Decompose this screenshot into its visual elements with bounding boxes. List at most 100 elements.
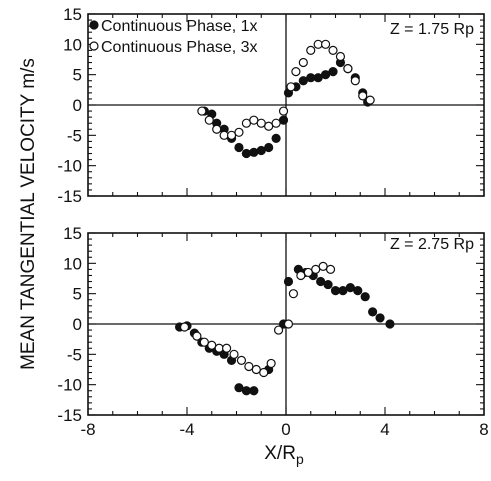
- data-point-3x: [192, 331, 202, 341]
- y-tick-label: 5: [73, 285, 82, 304]
- data-point-3x: [251, 364, 261, 375]
- data-point-1x: [278, 115, 289, 125]
- y-axis-title: MEAN TANGENTIAL VELOCITY m/s: [18, 58, 39, 370]
- data-point-3x: [291, 67, 301, 77]
- data-point-1x: [345, 283, 355, 293]
- data-point-1x: [241, 386, 251, 396]
- points-top: [197, 39, 375, 159]
- data-point-3x: [335, 51, 346, 62]
- data-point-3x: [328, 45, 338, 56]
- data-point-3x: [214, 343, 224, 353]
- x-axis-title-main: X/R: [264, 443, 296, 464]
- data-point-3x: [241, 118, 251, 128]
- x-tick-label: 8: [479, 420, 488, 439]
- data-point-3x: [325, 264, 336, 274]
- legend-label-3x: Continuous Phase, 3x: [101, 39, 258, 56]
- legend-marker-open: [89, 41, 99, 51]
- y-tick-label: -15: [57, 187, 82, 206]
- data-point-3x: [343, 63, 353, 74]
- x-tick-label: 4: [380, 420, 389, 439]
- panel-top: -15 -10 -5 0 5 10 15 Z = 1.75 Rp Continuous Ph…: [57, 5, 485, 206]
- data-point-3x: [365, 95, 375, 105]
- y-tick-label: -15: [57, 406, 82, 425]
- data-point-1x: [375, 313, 385, 323]
- y-tick-label: 0: [73, 315, 82, 334]
- data-point-3x: [311, 264, 321, 274]
- data-point-3x: [236, 355, 247, 365]
- x-axis-title-subscript: p: [296, 451, 304, 467]
- data-point-1x: [298, 76, 308, 86]
- data-point-1x: [330, 286, 341, 296]
- data-point-3x: [207, 340, 217, 350]
- y-tick-label: -5: [67, 126, 82, 145]
- y-tick-label: 15: [63, 224, 82, 243]
- x-tick-label: -4: [179, 420, 194, 439]
- data-point-3x: [256, 118, 266, 128]
- y-tick-label: -5: [67, 345, 82, 364]
- panel-annotation-bottom: Z = 2.75 Rp: [390, 236, 474, 253]
- x-tick-label: -8: [80, 420, 95, 439]
- data-point-3x: [249, 115, 259, 125]
- data-point-1x: [313, 73, 323, 83]
- data-point-3x: [226, 130, 237, 140]
- data-point-1x: [234, 383, 244, 393]
- data-point-1x: [368, 307, 378, 317]
- panel-annotation-top: Z = 1.75 Rp: [390, 21, 474, 38]
- data-point-1x: [328, 67, 338, 77]
- data-point-1x: [283, 276, 294, 287]
- data-point-1x: [338, 286, 348, 296]
- data-point-3x: [318, 261, 328, 271]
- x-ticks-bottom: -8 -4 0 4 8: [80, 233, 489, 439]
- points-bottom: [174, 261, 395, 396]
- data-point-1x: [234, 142, 244, 153]
- data-point-3x: [266, 358, 276, 369]
- data-point-3x: [303, 267, 313, 278]
- legend: Continuous Phase, 1x Continuous Phase, 3…: [89, 18, 258, 56]
- data-point-3x: [306, 45, 316, 56]
- data-point-1x: [353, 286, 363, 296]
- data-point-3x: [288, 289, 299, 299]
- data-point-1x: [249, 147, 259, 157]
- y-tick-label: 10: [63, 35, 82, 54]
- data-point-3x: [197, 106, 207, 116]
- data-point-1x: [385, 319, 395, 329]
- y-tick-label: 10: [63, 254, 82, 273]
- data-point-3x: [271, 118, 281, 128]
- data-point-3x: [283, 319, 294, 329]
- y-ticks-bottom: -15 -10 -5 0 5 10 15: [57, 224, 484, 425]
- data-point-3x: [358, 91, 368, 101]
- y-tick-label: -10: [57, 376, 82, 395]
- data-point-1x: [316, 276, 326, 287]
- data-point-3x: [212, 124, 222, 134]
- y-tick-label: 15: [63, 5, 82, 24]
- data-point-3x: [286, 82, 296, 92]
- data-point-3x: [179, 322, 190, 332]
- data-point-3x: [273, 325, 284, 335]
- data-point-3x: [222, 343, 232, 353]
- data-point-3x: [264, 121, 274, 131]
- data-point-3x: [296, 270, 306, 281]
- x-tick-label: 0: [281, 420, 290, 439]
- y-tick-label: 0: [73, 96, 82, 115]
- data-point-3x: [204, 115, 214, 125]
- x-ticks-top: [87, 14, 485, 196]
- zero-lines-top: [88, 14, 484, 196]
- data-point-3x: [259, 367, 269, 378]
- legend-label-1x: Continuous Phase, 1x: [101, 18, 258, 35]
- data-point-3x: [199, 337, 209, 347]
- panel-bottom: -15 -10 -5 0 5 10 15 -8 -4 0 4 8 Z = 2.75 Rp: [57, 224, 488, 439]
- data-point-1x: [249, 386, 259, 396]
- data-point-1x: [323, 279, 333, 290]
- data-point-1x: [256, 145, 266, 156]
- data-point-1x: [264, 142, 274, 153]
- data-point-1x: [360, 292, 370, 302]
- data-point-1x: [271, 133, 281, 143]
- data-point-3x: [321, 39, 331, 49]
- legend-marker-filled: [89, 20, 99, 30]
- data-point-1x: [241, 148, 251, 159]
- data-point-3x: [244, 361, 254, 372]
- data-point-3x: [229, 349, 239, 359]
- data-point-3x: [313, 39, 323, 49]
- data-point-3x: [234, 127, 244, 137]
